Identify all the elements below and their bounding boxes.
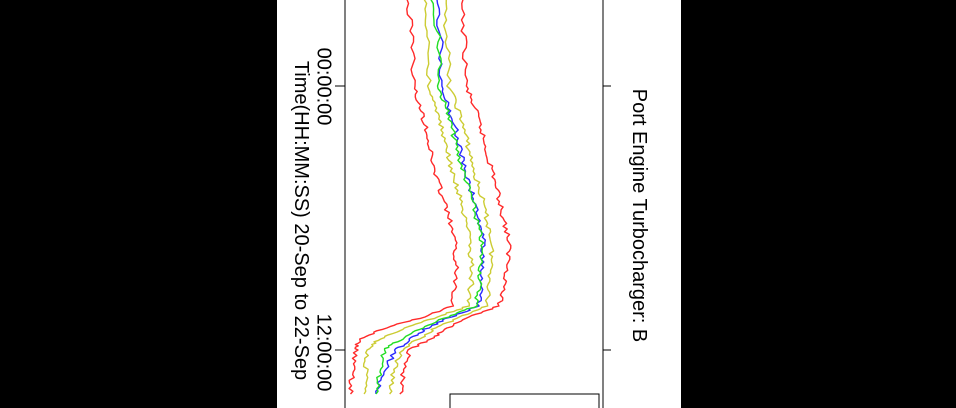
x-axis-label: Time(HH:MM:SS) 20-Sep to 22-Sep xyxy=(289,60,312,380)
chart-plot xyxy=(335,0,611,408)
series-line xyxy=(375,0,487,395)
envelope-upper-line xyxy=(362,0,475,395)
chart-panel: Port Engine Turbocharger: B Time(HH:MM:S… xyxy=(277,0,681,408)
chart-title: Port Engine Turbocharger: B xyxy=(627,88,650,342)
envelope-lower-line xyxy=(399,0,512,395)
envelope-lower-line xyxy=(388,0,495,395)
x-tick-label: 00:00:00 xyxy=(312,47,335,125)
envelope-upper-line xyxy=(348,0,460,395)
series-line xyxy=(375,0,485,395)
x-tick-label: 12:00:00 xyxy=(312,313,335,391)
legend-box xyxy=(449,393,600,408)
